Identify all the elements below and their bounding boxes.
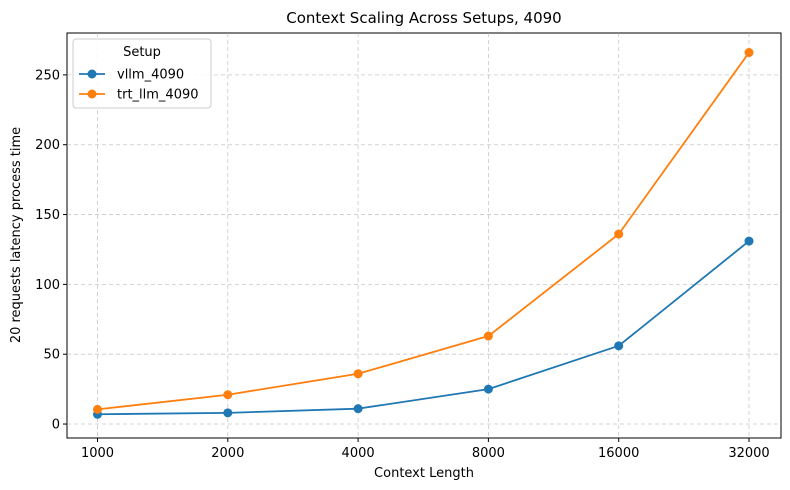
legend-marker bbox=[87, 69, 97, 79]
x-tick-label: 1000 bbox=[81, 446, 114, 461]
legend-label: trt_llm_4090 bbox=[117, 88, 199, 103]
x-tick-label: 2000 bbox=[211, 446, 244, 461]
y-axis-title: 20 requests latency process time bbox=[9, 127, 24, 343]
y-tick-label: 250 bbox=[35, 68, 60, 83]
legend-entry: trt_llm_4090 bbox=[79, 88, 199, 103]
legend-box bbox=[72, 38, 212, 109]
x-tick-label: 16000 bbox=[598, 446, 639, 461]
data-point bbox=[223, 408, 233, 418]
data-point bbox=[614, 341, 624, 351]
y-tick-label: 200 bbox=[35, 138, 60, 153]
series-trt_llm_4090 bbox=[93, 48, 754, 414]
legend-marker bbox=[87, 89, 97, 99]
data-point bbox=[614, 229, 624, 239]
legend-entries: vllm_4090 trt_llm_4090 bbox=[79, 68, 199, 103]
data-point bbox=[93, 404, 102, 414]
data-point bbox=[353, 369, 363, 379]
x-axis-ticks: 1000 2000 4000 8000 16000 32000 bbox=[81, 438, 770, 461]
x-axis-title: Context Length bbox=[374, 466, 474, 481]
legend-title: Setup bbox=[123, 45, 161, 60]
y-axis-ticks: 0 50 100 150 200 250 bbox=[35, 68, 67, 433]
series-line bbox=[97, 240, 750, 416]
legend-label: vllm_4090 bbox=[117, 68, 184, 83]
y-tick-label: 0 bbox=[52, 418, 60, 433]
x-tick-label: 4000 bbox=[342, 446, 375, 461]
series-group bbox=[93, 48, 754, 419]
legend-entry: vllm_4090 bbox=[79, 68, 184, 83]
data-point bbox=[353, 404, 363, 414]
y-tick-label: 150 bbox=[35, 208, 60, 223]
data-point bbox=[744, 48, 754, 58]
data-point bbox=[483, 331, 493, 341]
data-point bbox=[744, 236, 754, 246]
series-line bbox=[97, 52, 750, 411]
legend: Setup vllm_4090 trt_llm_4090 bbox=[72, 38, 212, 109]
x-tick-label: 8000 bbox=[472, 446, 505, 461]
y-tick-label: 100 bbox=[35, 278, 60, 293]
chart-title: Context Scaling Across Setups, 4090 bbox=[286, 9, 561, 27]
x-tick-label: 32000 bbox=[728, 446, 769, 461]
y-tick-label: 50 bbox=[43, 348, 60, 363]
data-point bbox=[483, 384, 493, 394]
data-point bbox=[223, 390, 233, 400]
